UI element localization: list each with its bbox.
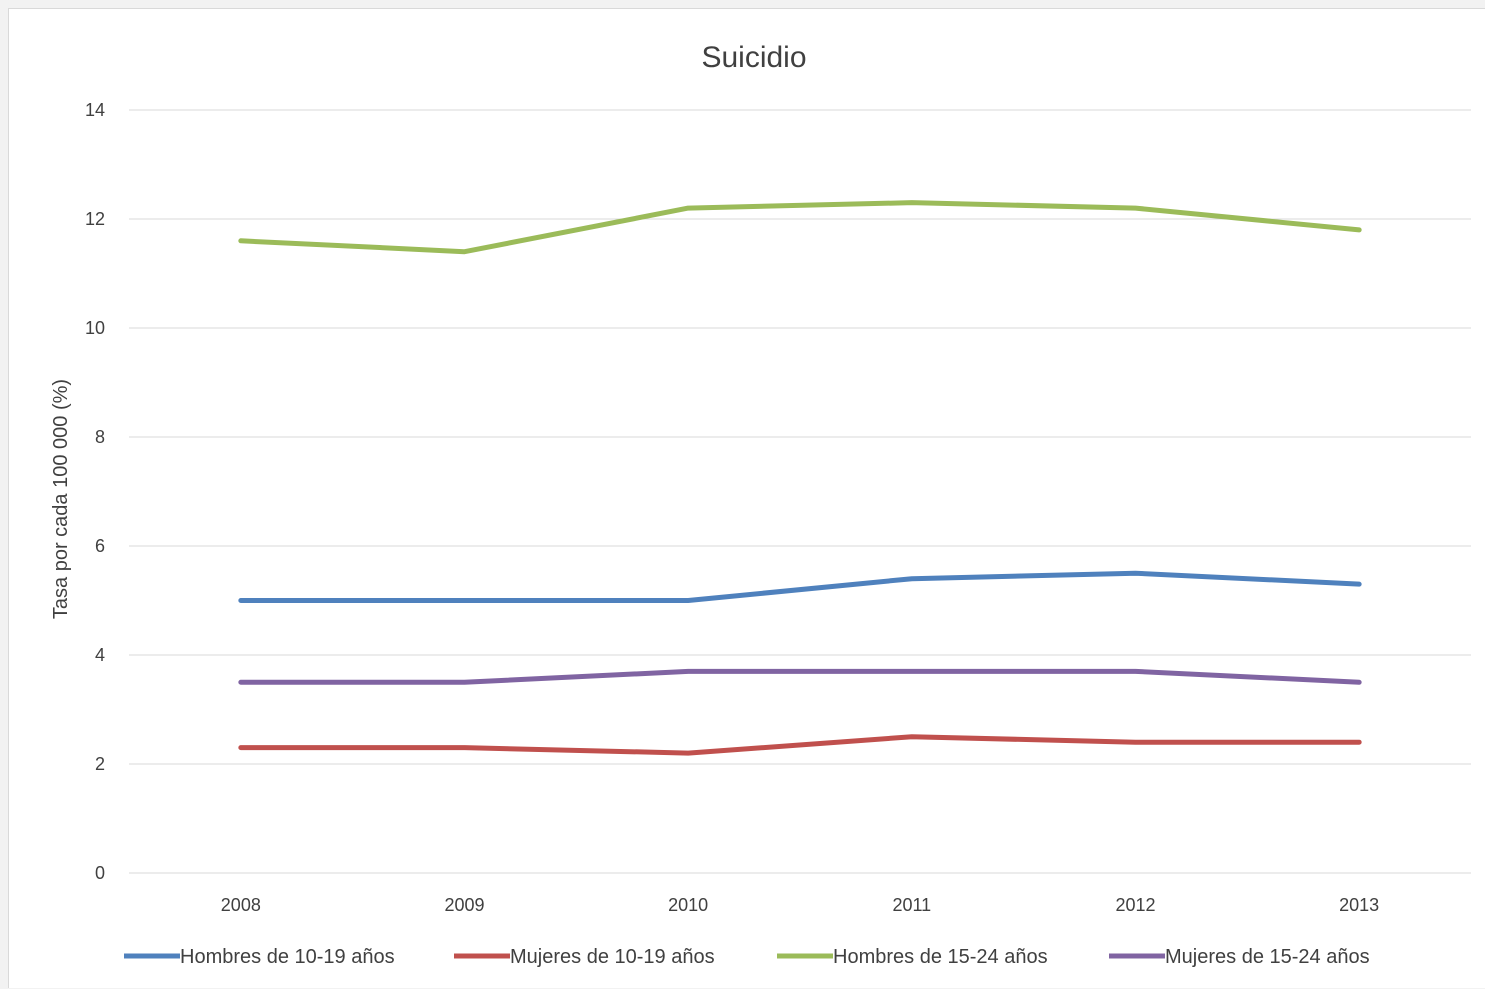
series-line <box>238 734 1362 756</box>
series-line <box>238 668 1362 685</box>
legend: Hombres de 10-19 años Mujeres de 10-19 añ… <box>124 946 1370 968</box>
y-tick-label: 8 <box>95 427 105 447</box>
y-tick-label: 14 <box>85 100 105 120</box>
y-tick-label: 4 <box>95 645 105 665</box>
y-tick-label: 6 <box>95 536 105 556</box>
series-lines <box>238 200 1362 756</box>
legend-label: Hombres de 10-19 años <box>180 946 395 968</box>
y-tick-label: 10 <box>85 318 105 338</box>
y-tick-label: 2 <box>95 754 105 774</box>
legend-label: Mujeres de 15-24 años <box>1165 946 1370 968</box>
x-tick-label: 2012 <box>1115 895 1155 915</box>
x-tick-label: 2008 <box>221 895 261 915</box>
legend-label: Mujeres de 10-19 años <box>510 946 715 968</box>
x-tick-label: 2013 <box>1339 895 1379 915</box>
series-line <box>238 200 1362 255</box>
x-tick-label: 2010 <box>668 895 708 915</box>
legend-label: Hombres de 15-24 años <box>833 946 1048 968</box>
line-chart: Suicidio 0 2 4 6 8 10 12 14 2008 2009 2010 2011 201… <box>50 41 1471 968</box>
y-axis-ticks: 0 2 4 6 8 10 12 14 <box>85 100 105 883</box>
series-line <box>238 570 1362 603</box>
x-tick-label: 2011 <box>892 895 931 915</box>
chart-area: Suicidio 0 2 4 6 8 10 12 14 2008 2009 2010 2011 201… <box>8 8 1485 988</box>
y-tick-label: 12 <box>85 209 105 229</box>
x-tick-label: 2009 <box>444 895 484 915</box>
x-axis-ticks: 2008 2009 2010 2011 2012 2013 <box>221 895 1379 915</box>
chart-title: Suicidio <box>701 41 806 74</box>
y-axis-title: Tasa por cada 100 000 (%) <box>50 379 72 619</box>
gridlines <box>129 109 1471 874</box>
y-tick-label: 0 <box>95 863 105 883</box>
